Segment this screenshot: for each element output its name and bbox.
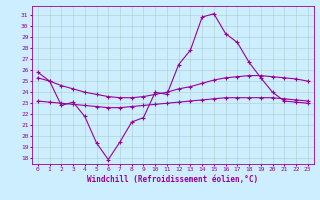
X-axis label: Windchill (Refroidissement éolien,°C): Windchill (Refroidissement éolien,°C) bbox=[87, 175, 258, 184]
